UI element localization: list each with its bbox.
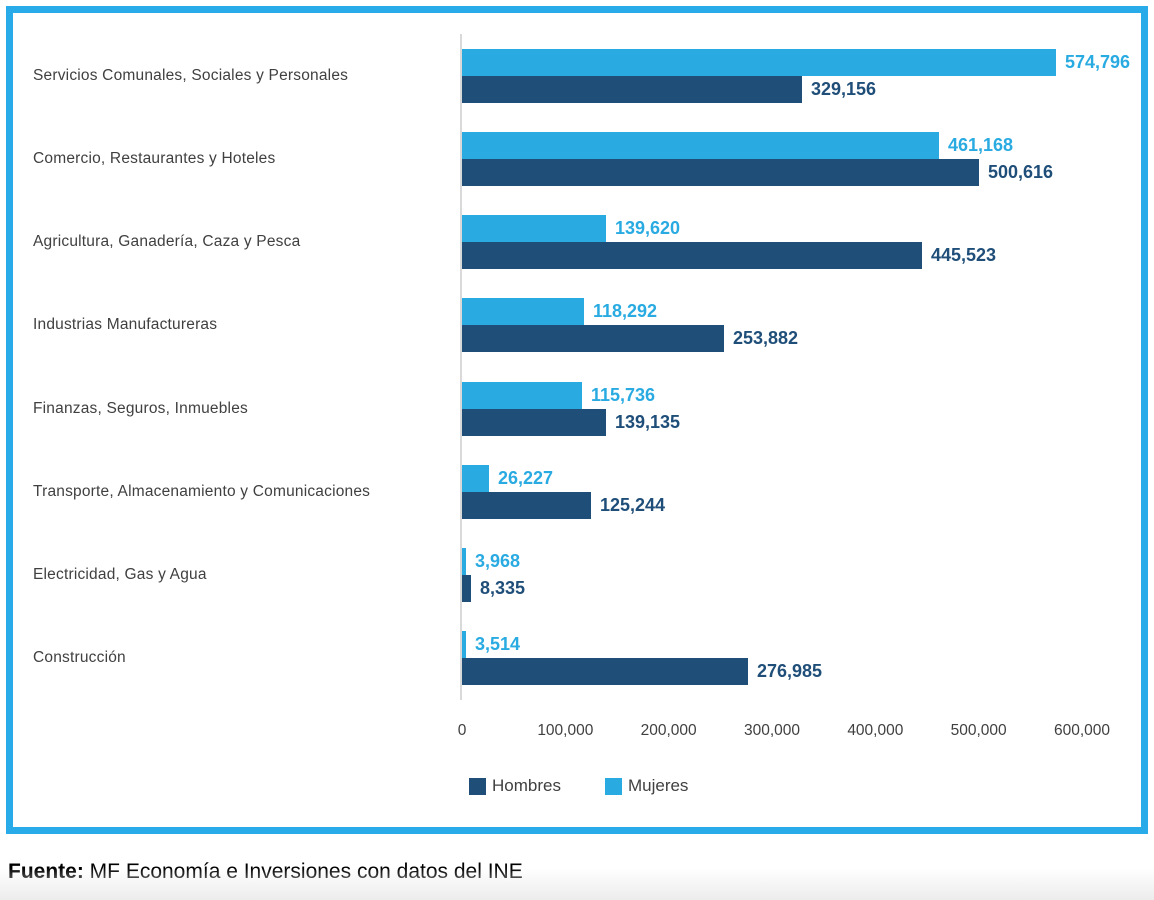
chart-row: 118,292 253,882 [462, 284, 1128, 367]
value-label-mujeres: 3,514 [475, 634, 521, 655]
category-column: Servicios Comunales, Sociales y Personal… [33, 34, 457, 700]
legend-label: Mujeres [627, 776, 689, 795]
category-label: Electricidad, Gas y Agua [33, 566, 207, 584]
bar-mujeres [462, 131, 939, 159]
source-text: MF Economía e Inversiones con datos del … [83, 860, 523, 883]
chart-frame: Servicios Comunales, Sociales y Personal… [6, 6, 1148, 834]
legend-item-mujeres: Mujeres [604, 776, 689, 796]
chart-row: 3,514 276,985 [462, 617, 1128, 700]
value-label-mujeres: 26,227 [498, 467, 554, 488]
bar-mujeres [462, 631, 466, 659]
category-label: Comercio, Restaurantes y Hoteles [33, 149, 276, 167]
category-label: Finanzas, Seguros, Inmuebles [33, 399, 248, 417]
bar-hombres [462, 242, 922, 270]
category-label: Transporte, Almacenamiento y Comunicacio… [33, 482, 371, 500]
x-axis-tick: 600,000 [1053, 722, 1111, 739]
value-label-hombres: 8,335 [480, 578, 526, 599]
bar-hombres [462, 575, 471, 603]
legend-swatch [604, 777, 622, 795]
value-label-hombres: 125,244 [600, 494, 666, 515]
category-label: Construcción [33, 649, 126, 667]
plot-area: 574,796 329,156 461,168 500,616 139,620 445,5… [460, 34, 1131, 700]
category-label: Servicios Comunales, Sociales y Personal… [33, 66, 349, 84]
x-axis-tick: 100,000 [537, 722, 594, 739]
chart-row: 26,227 125,244 [462, 450, 1128, 533]
bar-hombres [462, 325, 724, 353]
legend: Hombres Mujeres [469, 776, 688, 796]
legend-item-hombres: Hombres [469, 776, 561, 796]
x-axis-tick: 300,000 [743, 722, 801, 739]
chart-row: 574,796 329,156 [462, 34, 1131, 117]
bar-hombres [462, 158, 979, 186]
value-label-hombres: 276,985 [757, 661, 823, 682]
bar-mujeres [462, 215, 606, 243]
source-note: Fuente: MF Economía e Inversiones con da… [8, 860, 523, 884]
value-label-mujeres: 461,168 [948, 134, 1014, 155]
chart-row: 139,620 445,523 [462, 201, 1128, 284]
bar-hombres [462, 491, 591, 519]
chart-row: 461,168 500,616 [462, 117, 1128, 200]
value-label-hombres: 139,135 [615, 411, 681, 432]
bar-mujeres [462, 464, 489, 492]
x-axis-tick: 500,000 [950, 722, 1007, 739]
x-axis-tick: 0 [457, 722, 467, 739]
chart-row: 3,968 8,335 [462, 534, 1128, 617]
x-axis-tick: 200,000 [640, 722, 697, 739]
x-axis-tick: 400,000 [847, 722, 904, 739]
value-label-hombres: 253,882 [733, 328, 799, 349]
legend-swatch [469, 777, 486, 795]
legend-label: Hombres [492, 776, 561, 795]
bar-hombres [462, 408, 606, 436]
category-label: Agricultura, Ganadería, Caza y Pesca [33, 233, 301, 251]
bar-mujeres [462, 381, 582, 409]
value-label-mujeres: 574,796 [1065, 51, 1131, 72]
category-label: Industrias Manufactureras [33, 316, 218, 334]
value-label-mujeres: 3,968 [475, 551, 521, 572]
value-label-mujeres: 115,736 [591, 384, 656, 405]
bar-mujeres [462, 298, 584, 326]
value-label-hombres: 445,523 [931, 245, 997, 266]
bar-mujeres [462, 548, 466, 576]
value-label-hombres: 329,156 [811, 78, 877, 99]
bar-hombres [462, 75, 802, 103]
value-label-mujeres: 118,292 [593, 301, 658, 322]
bar-mujeres [462, 48, 1056, 76]
source-label: Fuente: [8, 860, 84, 883]
chart-row: 115,736 139,135 [462, 367, 1128, 450]
value-label-mujeres: 139,620 [615, 218, 681, 239]
x-axis: 0 100,000 200,000 300,000 400,000 500,000 600,… [457, 722, 1128, 744]
bar-hombres [462, 658, 748, 686]
value-label-hombres: 500,616 [988, 161, 1054, 182]
